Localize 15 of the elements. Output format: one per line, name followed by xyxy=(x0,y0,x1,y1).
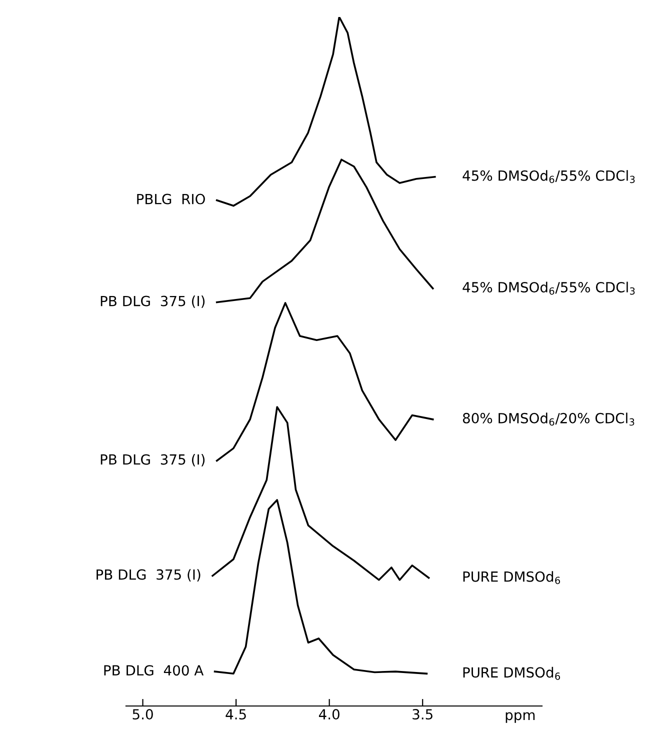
series-label: PB DLG 400 A xyxy=(104,665,204,676)
series-label: PBLG RIO xyxy=(137,194,205,204)
series-label: PB DLG 375 (I) xyxy=(96,569,200,582)
x-tick-label: 4.5 xyxy=(226,709,246,720)
series-label: PB DLG 375 (I) xyxy=(100,454,205,466)
annotation: PURE DMSOd$_{6}$ xyxy=(463,666,560,680)
series-label: PB DLG 375 (I) xyxy=(100,296,205,308)
x-tick-label: 4.0 xyxy=(318,709,340,720)
x-tick-label: 5.0 xyxy=(132,709,153,720)
annotation: 45% DMSOd$_{6}$/55% CDCl$_{3}$ xyxy=(462,170,635,184)
annotation: 45% DMSOd$_{6}$/55% CDCl$_{3}$ xyxy=(462,282,635,295)
annotation: PURE DMSOd$_{6}$ xyxy=(463,571,560,584)
annotation: 80% DMSOd$_{6}$/20% CDCl$_{3}$ xyxy=(462,412,634,426)
x-axis-title: ppm xyxy=(506,712,535,723)
x-tick-label: 3.5 xyxy=(412,709,432,720)
